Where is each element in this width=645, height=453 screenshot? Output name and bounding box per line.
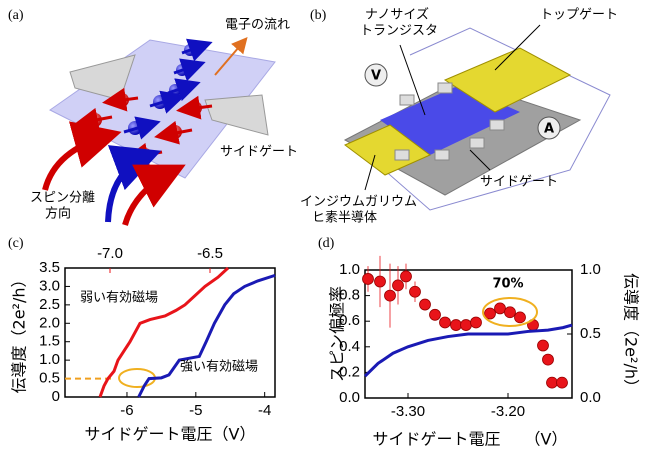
y-tick-label: 0.0 xyxy=(339,389,360,406)
y-tick-label: 0.5 xyxy=(39,370,60,387)
x2-tick-label: -7.0 xyxy=(97,245,123,262)
y2-tick-label: 0.0 xyxy=(580,389,601,406)
y-tick-label: 2.5 xyxy=(39,296,60,313)
data-point xyxy=(409,285,421,298)
x-axis-title: サイドゲート電圧 （V） xyxy=(373,430,568,449)
data-point xyxy=(542,353,554,366)
y-axis-title: スピン偏極率 xyxy=(328,286,347,382)
data-point xyxy=(514,311,526,324)
panel-label: (b) xyxy=(310,8,327,23)
label: A xyxy=(544,122,554,137)
y-tick-label: 1.5 xyxy=(39,333,60,350)
data-point xyxy=(460,319,472,331)
data-point xyxy=(362,273,374,285)
label: サイドゲート xyxy=(480,175,558,190)
data-point xyxy=(419,298,431,311)
annotation: 70% xyxy=(492,277,523,292)
x-tick-label: -3.30 xyxy=(391,403,425,420)
data-line xyxy=(137,273,276,398)
top-gate xyxy=(443,47,572,113)
panel-label: (a) xyxy=(8,8,24,23)
data-point xyxy=(400,270,412,283)
label: V xyxy=(371,69,381,84)
data-point xyxy=(494,302,506,315)
y-tick-label: 3.5 xyxy=(39,259,60,276)
data-point xyxy=(392,279,404,292)
data-point xyxy=(450,319,462,331)
x-tick-label: -4 xyxy=(258,402,271,419)
y2-tick-label: 1.0 xyxy=(580,261,601,278)
y-tick-label: 0.8 xyxy=(339,287,360,304)
spins xyxy=(74,38,213,167)
label: 方向 xyxy=(45,206,71,222)
x-tick-label: -3.20 xyxy=(491,403,525,420)
plot-frame xyxy=(64,267,276,398)
data-point xyxy=(556,376,568,389)
y-tick-label: 1.0 xyxy=(39,351,60,368)
label: インジウムガリウム xyxy=(300,195,417,210)
data-point xyxy=(504,306,516,319)
y2-tick-label: 0.5 xyxy=(580,325,601,342)
ammeter xyxy=(537,116,561,140)
data-line xyxy=(363,323,573,378)
flow-arrow xyxy=(214,36,248,76)
data-point xyxy=(374,275,386,288)
data-point xyxy=(429,308,441,321)
label: ナノサイズ xyxy=(365,7,429,23)
series-label: 強い有効磁場 xyxy=(180,360,258,375)
side-gate-right xyxy=(204,94,269,136)
data-point xyxy=(484,307,496,320)
spin-arrow xyxy=(42,121,122,191)
y-tick-label: 2.0 xyxy=(39,314,60,331)
x-axis-title: サイドゲート電圧（V） xyxy=(85,425,256,444)
label: スピン分離 xyxy=(30,191,95,206)
label: 電子の流れ xyxy=(225,18,290,33)
data-point xyxy=(384,289,396,302)
y-tick-label: 3.0 xyxy=(39,277,60,294)
label: ヒ素半導体 xyxy=(312,211,377,226)
data-point xyxy=(546,376,558,389)
y-axis-title: 伝導度（2e²/h） xyxy=(10,272,29,394)
panel-b: (b) V A ナノサイズ トランジスタ トップゲート サイドゲート インジウム… xyxy=(300,7,618,226)
y-tick-label: 0 xyxy=(52,388,60,405)
data-point xyxy=(537,339,549,352)
spin-arrow xyxy=(105,145,162,223)
series-label: 弱い有効磁場 xyxy=(80,291,158,306)
label: トランジスタ xyxy=(360,24,438,39)
x-tick-label: -5 xyxy=(189,402,202,419)
panel-a: (a) 電子の流れ サイドゲート スピン分離 方向 xyxy=(8,8,298,226)
y-tick-label: 0.2 xyxy=(339,363,360,380)
data-point xyxy=(470,316,482,329)
spin-arrow xyxy=(122,164,186,226)
label: サイドゲート xyxy=(220,145,298,160)
y-tick-label: 0.6 xyxy=(339,312,360,329)
y2-axis-title: 伝導度（2e²/h） xyxy=(622,273,641,395)
y-tick-label: 1.0 xyxy=(339,261,360,278)
y-tick-label: 0.4 xyxy=(339,338,360,355)
voltmeter xyxy=(364,63,388,87)
x2-tick-label: -6.5 xyxy=(197,245,223,262)
wires xyxy=(349,27,611,211)
data-line xyxy=(98,266,230,398)
panel-label: (d) xyxy=(318,236,335,251)
highlight xyxy=(482,297,538,327)
x-tick-label: -6 xyxy=(120,402,133,419)
label: トップゲート xyxy=(540,8,618,23)
data-point xyxy=(439,316,451,329)
panel-label: (c) xyxy=(8,236,24,251)
